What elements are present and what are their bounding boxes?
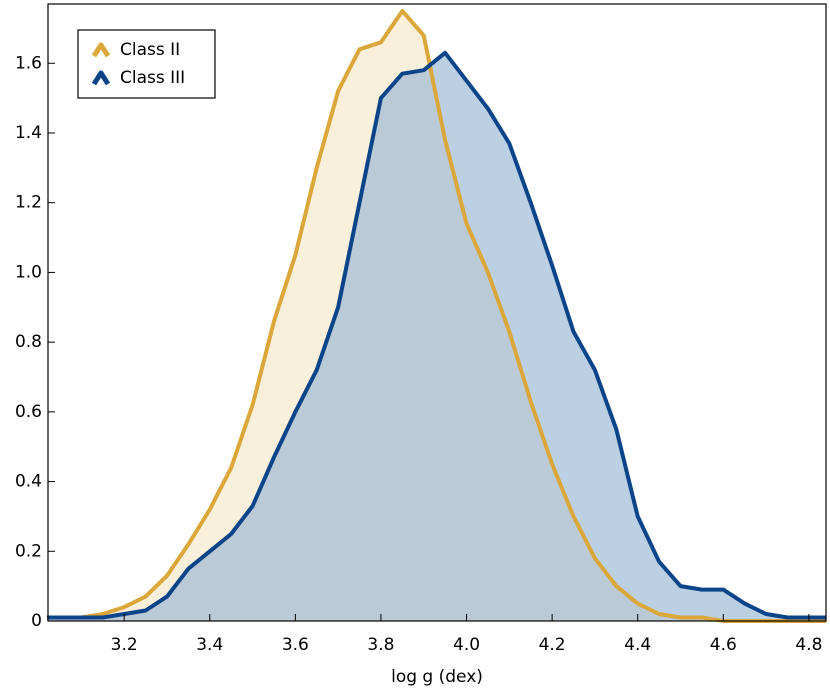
- x-tick-label: 4.8: [795, 635, 822, 655]
- axes-frame: [47, 3, 827, 622]
- legend-marker: [91, 70, 111, 86]
- y-tick-label: 0.4: [15, 472, 42, 492]
- y-tick-label: 0.8: [15, 332, 42, 352]
- y-tick-label: 1.4: [15, 123, 42, 143]
- y-tick-label: 0.2: [15, 541, 42, 561]
- y-tick-label: 1.2: [15, 193, 42, 213]
- series-line: [47, 50, 826, 620]
- x-tick-label: 4.4: [624, 635, 651, 655]
- legend-marker: [91, 42, 111, 58]
- x-tick-label: 4.0: [453, 635, 480, 655]
- x-tick-label: 4.2: [539, 635, 566, 655]
- plot-area: [47, 9, 827, 623]
- legend-box: [77, 29, 216, 99]
- area-fill: [47, 52, 827, 622]
- x-tick-label: 3.2: [111, 635, 138, 655]
- legend-label: Class II: [120, 40, 180, 60]
- x-tick-label: 3.4: [196, 635, 223, 655]
- x-axis-label: log g (dex): [391, 667, 483, 687]
- y-tick-label: 0.6: [15, 402, 42, 422]
- legend-label: Class III: [120, 68, 185, 88]
- y-tick-label: 0: [31, 611, 42, 631]
- x-tick-label: 3.6: [282, 635, 309, 655]
- series-line: [47, 9, 826, 623]
- y-tick-label: 1.0: [15, 262, 42, 282]
- x-tick-label: 3.8: [367, 635, 394, 655]
- x-tick-label: 4.6: [710, 635, 737, 655]
- y-tick-label: 1.6: [15, 53, 42, 73]
